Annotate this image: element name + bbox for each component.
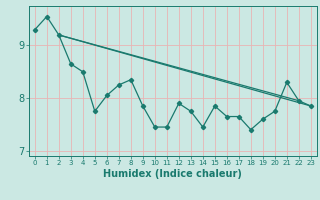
- X-axis label: Humidex (Indice chaleur): Humidex (Indice chaleur): [103, 169, 242, 179]
